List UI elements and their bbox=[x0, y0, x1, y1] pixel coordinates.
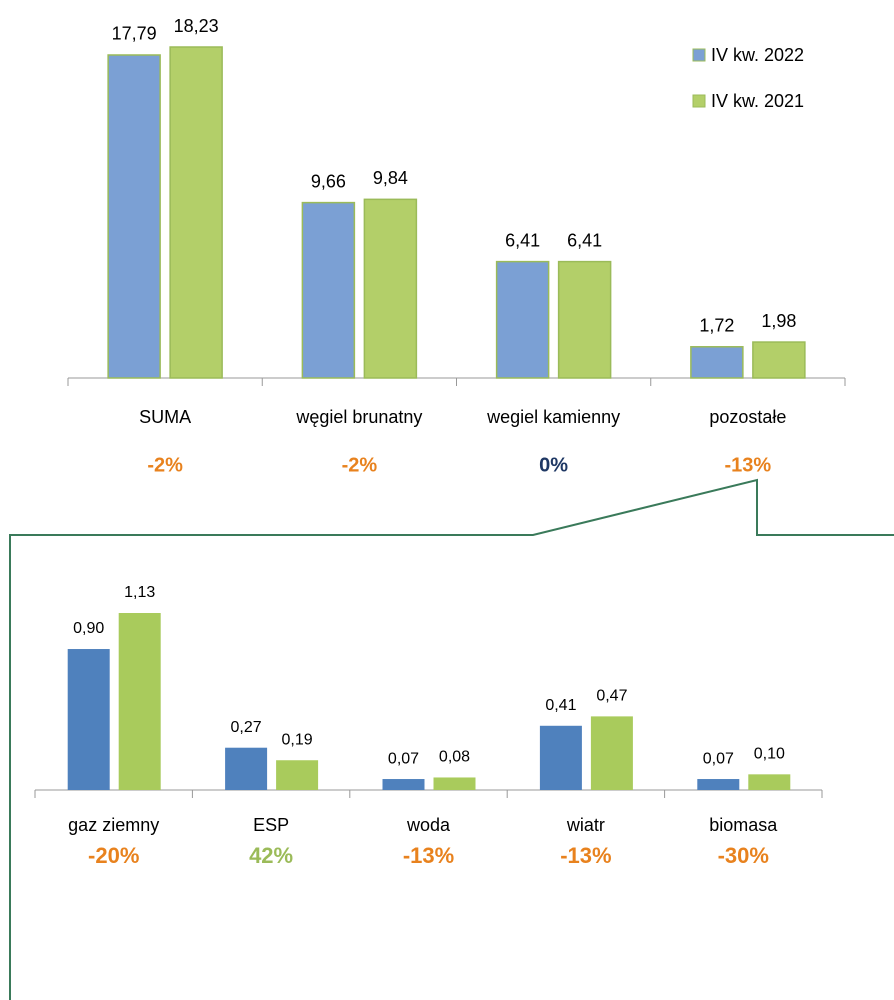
category-label: węgiel brunatny bbox=[295, 407, 422, 427]
bar bbox=[118, 613, 161, 790]
legend-swatch bbox=[692, 48, 706, 62]
bar bbox=[363, 198, 418, 379]
value-label: 1,13 bbox=[124, 584, 155, 601]
value-label: 0,27 bbox=[231, 719, 262, 736]
bar bbox=[276, 760, 319, 790]
bar bbox=[752, 341, 806, 379]
category-label: woda bbox=[406, 815, 451, 835]
value-label: 0,10 bbox=[754, 746, 785, 763]
legend-label: IV kw. 2022 bbox=[711, 45, 804, 65]
bar bbox=[590, 716, 633, 790]
category-label: SUMA bbox=[139, 407, 191, 427]
bar bbox=[697, 779, 740, 790]
bar bbox=[67, 649, 110, 790]
change-label: 42% bbox=[249, 843, 293, 868]
value-label: 0,90 bbox=[73, 620, 104, 637]
change-label: -20% bbox=[88, 843, 139, 868]
bar bbox=[107, 54, 161, 379]
value-label: 0,47 bbox=[596, 688, 627, 705]
change-label: -2% bbox=[147, 454, 183, 476]
value-label: 1,72 bbox=[699, 316, 734, 336]
bar bbox=[225, 747, 268, 790]
bar bbox=[169, 46, 223, 379]
value-label: 0,41 bbox=[545, 697, 576, 714]
change-label: -30% bbox=[718, 843, 769, 868]
bar bbox=[690, 346, 744, 379]
change-label: -13% bbox=[403, 843, 454, 868]
bar bbox=[557, 260, 612, 379]
category-label: pozostałe bbox=[709, 407, 786, 427]
value-label: 0,19 bbox=[282, 731, 313, 748]
bar bbox=[382, 779, 425, 790]
change-label: -13% bbox=[560, 843, 611, 868]
value-label: 1,98 bbox=[761, 311, 796, 331]
value-label: 6,41 bbox=[567, 230, 602, 250]
change-label: -13% bbox=[725, 454, 772, 476]
value-label: 0,08 bbox=[439, 749, 470, 766]
value-label: 0,07 bbox=[388, 750, 419, 767]
value-label: 9,66 bbox=[311, 171, 346, 191]
legend-label: IV kw. 2021 bbox=[711, 91, 804, 111]
value-label: 6,41 bbox=[505, 230, 540, 250]
legend-swatch bbox=[692, 94, 706, 108]
bar bbox=[539, 725, 582, 790]
value-label: 0,07 bbox=[703, 750, 734, 767]
zoom-connector bbox=[9, 478, 894, 1000]
value-label: 17,79 bbox=[112, 24, 157, 44]
category-label: biomasa bbox=[709, 815, 778, 835]
bar bbox=[748, 774, 791, 790]
value-label: 9,84 bbox=[373, 168, 408, 188]
bar bbox=[495, 260, 550, 379]
bar bbox=[433, 777, 476, 790]
bar bbox=[301, 201, 356, 379]
category-label: ESP bbox=[253, 815, 289, 835]
category-label: gaz ziemny bbox=[68, 815, 159, 835]
change-label: -2% bbox=[342, 454, 378, 476]
category-label: wegiel kamienny bbox=[486, 407, 620, 427]
change-label: 0% bbox=[539, 454, 568, 476]
category-label: wiatr bbox=[566, 815, 605, 835]
value-label: 18,23 bbox=[174, 16, 219, 36]
